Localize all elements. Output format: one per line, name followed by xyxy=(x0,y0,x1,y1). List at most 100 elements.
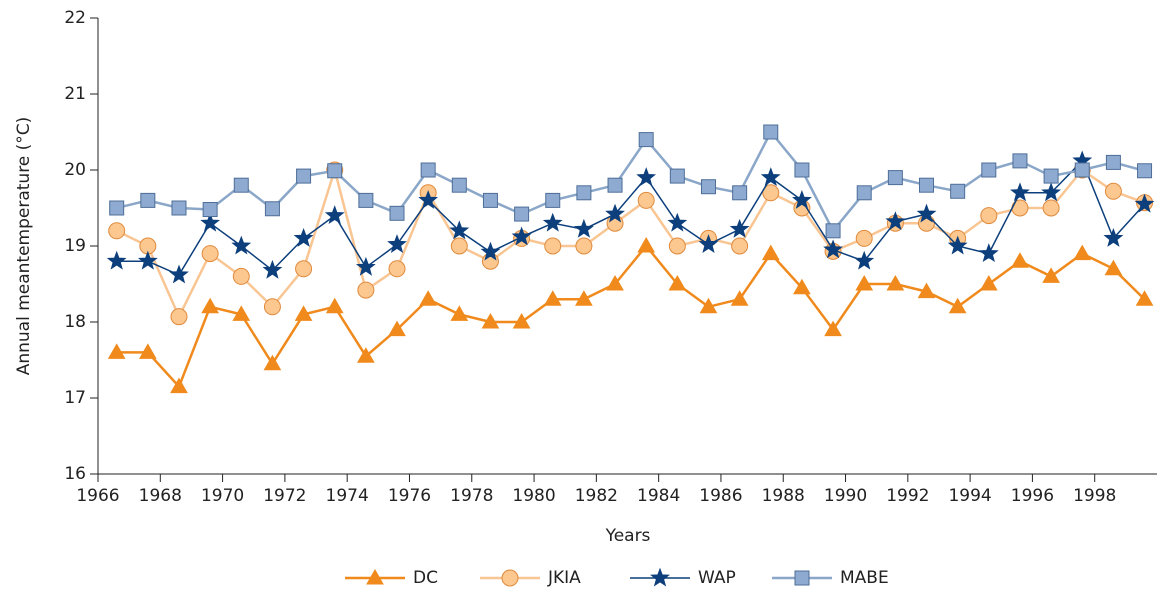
marker xyxy=(636,167,657,187)
marker xyxy=(761,244,780,261)
y-tick-label: 22 xyxy=(64,8,86,28)
marker xyxy=(327,163,343,179)
marker xyxy=(573,218,594,238)
marker xyxy=(732,185,748,201)
marker xyxy=(607,177,623,193)
marker xyxy=(294,305,313,321)
marker xyxy=(263,298,281,316)
legend-item: JKIA xyxy=(480,568,581,588)
marker xyxy=(512,312,531,329)
x-tick-label: 1996 xyxy=(1011,486,1054,506)
marker xyxy=(514,206,530,222)
marker xyxy=(109,200,125,216)
marker xyxy=(171,200,187,216)
marker xyxy=(1104,182,1122,200)
marker xyxy=(638,132,654,148)
x-tick-label: 1970 xyxy=(201,486,244,506)
marker xyxy=(106,250,127,270)
x-tick-label: 1992 xyxy=(886,486,929,506)
x-tick-label: 1972 xyxy=(263,486,306,506)
marker xyxy=(698,234,719,253)
y-tick-label: 19 xyxy=(64,236,86,256)
marker xyxy=(295,260,313,278)
marker xyxy=(388,320,406,337)
marker xyxy=(107,343,126,359)
marker xyxy=(542,212,563,232)
marker xyxy=(699,297,718,314)
legend-item: MABE xyxy=(772,568,889,588)
series-line xyxy=(116,244,1146,389)
marker xyxy=(1042,199,1060,217)
marker xyxy=(855,229,873,247)
marker xyxy=(794,162,810,178)
x-axis-label: Years xyxy=(605,526,651,546)
marker xyxy=(358,192,374,208)
marker xyxy=(824,320,842,337)
marker xyxy=(916,203,937,223)
x-tick-label: 1990 xyxy=(824,486,867,506)
marker xyxy=(979,274,998,291)
marker xyxy=(793,278,811,295)
marker xyxy=(545,192,561,208)
marker xyxy=(1134,193,1155,213)
marker xyxy=(1012,153,1028,169)
marker xyxy=(1010,182,1030,202)
marker xyxy=(1041,182,1062,202)
marker xyxy=(669,168,685,184)
marker xyxy=(170,377,188,394)
marker xyxy=(792,189,812,209)
marker xyxy=(650,567,670,587)
marker xyxy=(366,568,384,585)
marker xyxy=(233,177,249,193)
marker xyxy=(668,237,686,255)
marker xyxy=(232,267,250,285)
legend-label: WAP xyxy=(698,568,736,588)
legend-label: DC xyxy=(413,568,438,588)
marker xyxy=(1042,267,1060,283)
marker xyxy=(919,177,935,193)
x-tick-label: 1984 xyxy=(637,486,680,506)
marker xyxy=(262,259,283,279)
marker xyxy=(1011,252,1029,268)
marker xyxy=(978,243,999,263)
legend-label: MABE xyxy=(840,568,889,588)
y-tick-label: 20 xyxy=(64,160,86,180)
marker xyxy=(324,205,345,225)
marker xyxy=(794,570,810,586)
marker xyxy=(451,177,467,193)
marker xyxy=(544,237,562,255)
marker xyxy=(481,312,500,329)
marker xyxy=(575,290,593,306)
marker xyxy=(1137,163,1153,179)
x-tick-label: 1978 xyxy=(450,486,493,506)
marker xyxy=(855,274,874,291)
marker xyxy=(419,290,438,306)
marker xyxy=(325,297,344,314)
x-tick-label: 1986 xyxy=(699,486,742,506)
marker xyxy=(511,226,532,246)
marker xyxy=(263,354,282,371)
marker xyxy=(1104,259,1123,276)
marker xyxy=(264,201,280,217)
x-tick-label: 1966 xyxy=(76,486,119,506)
x-tick-label: 1994 xyxy=(948,486,991,506)
marker xyxy=(980,207,998,225)
marker xyxy=(293,227,314,247)
marker xyxy=(700,179,716,195)
x-tick-label: 1982 xyxy=(575,486,618,506)
marker xyxy=(108,222,126,240)
marker xyxy=(201,297,219,314)
marker xyxy=(501,569,519,587)
y-tick-label: 16 xyxy=(64,464,86,484)
marker xyxy=(576,185,592,201)
marker xyxy=(605,203,625,223)
series-line xyxy=(116,159,1146,276)
marker xyxy=(357,347,375,363)
marker xyxy=(420,162,436,178)
legend-item: DC xyxy=(345,568,438,588)
marker xyxy=(450,305,469,321)
marker xyxy=(729,218,750,238)
marker xyxy=(947,235,968,255)
legend-item: WAP xyxy=(630,567,736,588)
